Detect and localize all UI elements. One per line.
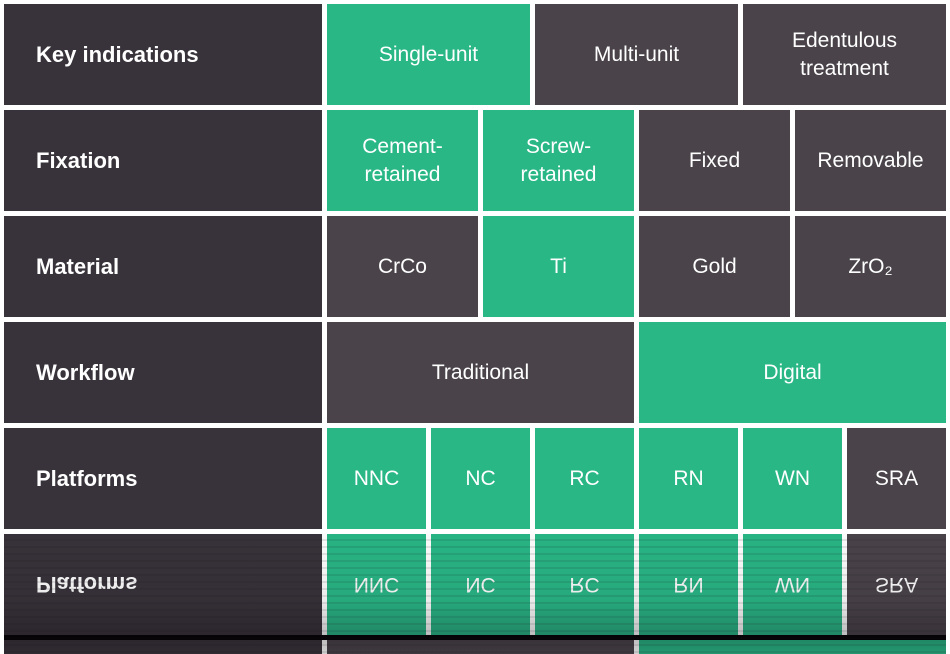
reflection-label-platforms: Platforms — [4, 534, 322, 635]
cell-removable[interactable]: Removable — [795, 110, 946, 211]
reflection-cell-rc: RC — [535, 534, 634, 635]
row-label-material: Material — [4, 216, 322, 317]
cell-wn[interactable]: WN — [743, 428, 842, 529]
reflection-stack: Workflow Traditional Digital Platforms N… — [4, 534, 946, 654]
reflection-label-workflow: Workflow — [4, 640, 322, 654]
cell-crco[interactable]: CrCo — [327, 216, 478, 317]
cell-nc[interactable]: NC — [431, 428, 530, 529]
options-workflow: Traditional Digital — [327, 322, 946, 423]
options-material: CrCo Ti Gold ZrO₂ — [327, 216, 946, 317]
reflection-row-platforms: Platforms NNC NC RC RN WN SRA — [4, 534, 946, 635]
row-fixation: Fixation Cement-retained Screw-retained … — [4, 110, 946, 211]
cell-traditional[interactable]: Traditional — [327, 322, 634, 423]
row-label-fixation: Fixation — [4, 110, 322, 211]
row-key-indications: Key indications Single-unit Multi-unit E… — [4, 4, 946, 105]
cell-ti[interactable]: Ti — [483, 216, 634, 317]
reflection-cell-rn: RN — [639, 534, 738, 635]
cell-fixed[interactable]: Fixed — [639, 110, 790, 211]
reflection-cell-wn: WN — [743, 534, 842, 635]
row-label-key-indications: Key indications — [4, 4, 322, 105]
options-platforms: NNC NC RC RN WN SRA — [327, 428, 946, 529]
row-workflow: Workflow Traditional Digital — [4, 322, 946, 423]
row-label-workflow: Workflow — [4, 322, 322, 423]
cell-sra[interactable]: SRA — [847, 428, 946, 529]
cell-single-unit[interactable]: Single-unit — [327, 4, 530, 105]
cell-cement-retained[interactable]: Cement-retained — [327, 110, 478, 211]
reflection-cell-nnc: NNC — [327, 534, 426, 635]
reflection-cell-nc: NC — [431, 534, 530, 635]
reflection-cell-digital: Digital — [639, 640, 946, 654]
options-key-indications: Single-unit Multi-unit Edentulous treatm… — [327, 4, 946, 105]
reflection-cell-traditional: Traditional — [327, 640, 634, 654]
cell-digital[interactable]: Digital — [639, 322, 946, 423]
row-label-platforms: Platforms — [4, 428, 322, 529]
cell-gold[interactable]: Gold — [639, 216, 790, 317]
cell-rc[interactable]: RC — [535, 428, 634, 529]
options-fixation: Cement-retained Screw-retained Fixed Rem… — [327, 110, 946, 211]
row-material: Material CrCo Ti Gold ZrO₂ — [4, 216, 946, 317]
cell-screw-retained[interactable]: Screw-retained — [483, 110, 634, 211]
reflection-row-workflow: Workflow Traditional Digital — [4, 640, 946, 654]
row-platforms: Platforms NNC NC RC RN WN SRA — [4, 428, 946, 529]
cell-zro2[interactable]: ZrO₂ — [795, 216, 946, 317]
table-reflection: Workflow Traditional Digital Platforms N… — [4, 534, 946, 654]
reflection-cell-sra: SRA — [847, 534, 946, 635]
cell-edentulous-treatment[interactable]: Edentulous treatment — [743, 4, 946, 105]
cell-rn[interactable]: RN — [639, 428, 738, 529]
cell-multi-unit[interactable]: Multi-unit — [535, 4, 738, 105]
cell-nnc[interactable]: NNC — [327, 428, 426, 529]
